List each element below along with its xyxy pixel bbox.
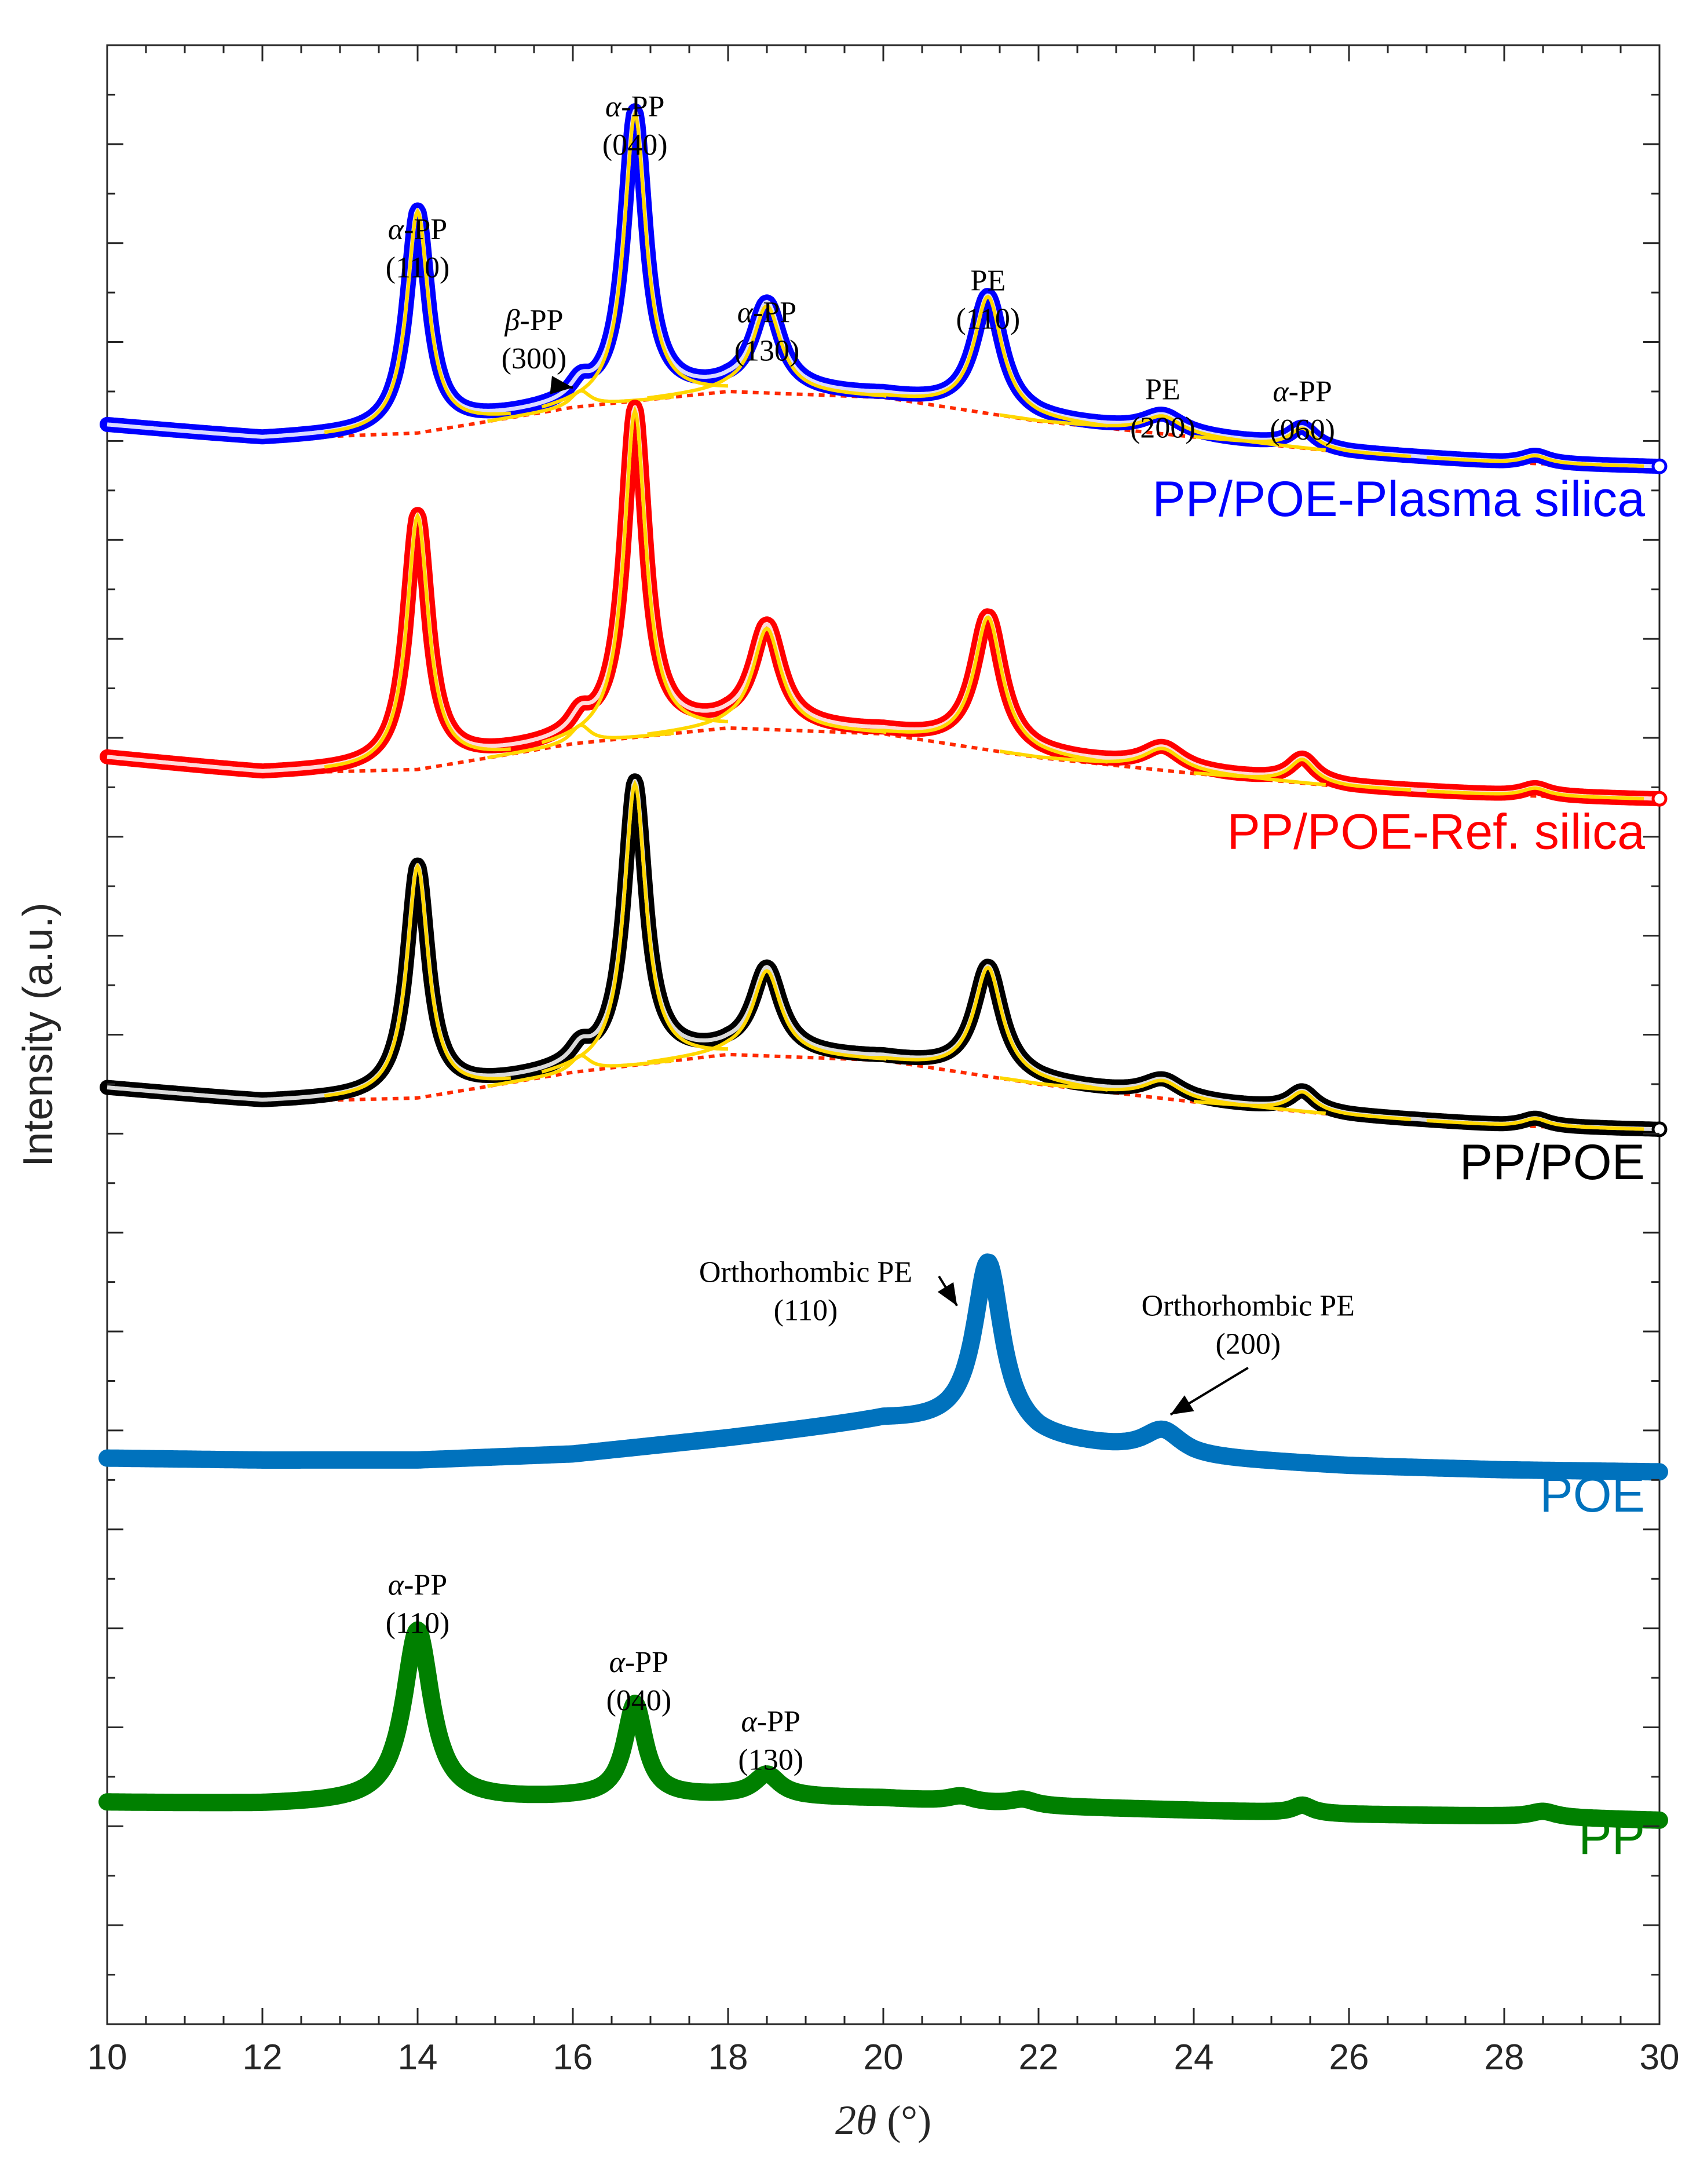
- series-peak-fit: [1426, 786, 1644, 800]
- annotation-phase: -PP: [621, 90, 664, 123]
- x-tick-label: 14: [398, 2037, 438, 2077]
- series-peak-fit: [868, 294, 1108, 428]
- annotation-phase: -PP: [520, 304, 563, 337]
- series-data-curve: [100, 103, 1667, 474]
- x-tick-label: 18: [708, 2037, 748, 2077]
- annotation-label: Orthorhombic PE: [699, 1256, 912, 1289]
- x-tick-label: 26: [1329, 2037, 1369, 2077]
- annotation-phase: -PP: [625, 1646, 668, 1679]
- annotation-label: β-PP: [504, 304, 563, 337]
- annotation-label: Orthorhombic PE: [1142, 1290, 1355, 1323]
- series-peak-fit: [541, 109, 728, 409]
- annotation-miller-index: (130): [734, 334, 800, 367]
- series-peak-fit: [1426, 453, 1644, 468]
- x-axis-title: 2θ (°): [835, 2097, 931, 2143]
- annotation-greek: α: [741, 1705, 758, 1738]
- series-data-markers: [107, 108, 1660, 469]
- series-peak-fit: [541, 405, 729, 744]
- chart-frame: [106, 44, 1661, 2025]
- x-tick-label: 10: [87, 2037, 127, 2077]
- x-tick-label: 30: [1640, 2037, 1680, 2077]
- series-peak-fit: [647, 969, 887, 1064]
- series-peak-fit: [999, 413, 1326, 452]
- x-tick-label: 28: [1485, 2037, 1524, 2077]
- series-end-marker: [1651, 1121, 1668, 1137]
- x-tick-label: 22: [1019, 2037, 1059, 2077]
- series-end-marker: [1651, 791, 1668, 807]
- series-peak-fit: [647, 626, 887, 736]
- annotation-arrow-head: [1170, 1395, 1194, 1415]
- chart-series-layer: [98, 103, 1668, 1829]
- annotation-greek: α: [388, 1569, 405, 1602]
- series-label: PP/POE-Plasma silica: [1152, 471, 1645, 527]
- annotation-greek: α: [609, 1646, 626, 1679]
- series-label: PP/POE: [1460, 1135, 1645, 1190]
- chart-ticks-layer: [106, 44, 1661, 2025]
- annotation-label: PE: [1145, 374, 1180, 407]
- annotation-phase: -PP: [404, 213, 447, 246]
- chart-text-layer: 10 12 14 16 18 20 22 24 26 28 30 2θ (°) Intensity (a…: [15, 90, 1679, 2143]
- series-peak-fit: [1193, 1090, 1412, 1121]
- series-peak-fit: [868, 965, 1108, 1092]
- annotation-miller-index: (200): [1130, 412, 1196, 445]
- annotation-miller-index: (200): [1215, 1328, 1281, 1361]
- series-data-markers: [107, 405, 1660, 801]
- series-peak-fit: [647, 303, 887, 400]
- series-peak-fit: [1193, 426, 1412, 459]
- annotation-miller-index: (040): [602, 129, 668, 162]
- series-label: POE: [1540, 1467, 1645, 1523]
- series-peak-fit: [1426, 1117, 1644, 1131]
- x-axis-variable: 2θ: [835, 2097, 887, 2143]
- annotation-label: α-PP: [388, 1569, 447, 1602]
- annotation-label: α-PP: [737, 296, 796, 329]
- annotation-phase: -PP: [753, 296, 796, 329]
- annotation-label: α-PP: [388, 213, 447, 246]
- annotation-phase: -PP: [757, 1705, 800, 1738]
- x-tick-label: 24: [1174, 2037, 1214, 2077]
- annotation-greek: β: [504, 304, 520, 337]
- annotation-arrow-head: [550, 376, 573, 394]
- annotation-greek: α: [388, 213, 405, 246]
- series-label: PP: [1578, 1809, 1645, 1865]
- annotation-miller-index: (110): [774, 1294, 838, 1327]
- series-end-marker: [1651, 458, 1668, 474]
- annotation-label: α-PP: [609, 1646, 668, 1679]
- x-tick-label: 12: [243, 2037, 283, 2077]
- annotation-phase: -PP: [404, 1569, 447, 1602]
- annotation-label: α-PP: [605, 90, 664, 123]
- annotation-miller-index: (110): [386, 1607, 450, 1640]
- series-peak-fit: [868, 615, 1108, 764]
- series-peak-fit: [999, 1076, 1326, 1115]
- annotation-miller-index: (300): [502, 342, 567, 375]
- annotation-miller-index: (040): [606, 1684, 672, 1717]
- annotation-miller-index: (130): [738, 1743, 803, 1776]
- annotation-label: α-PP: [741, 1705, 800, 1738]
- annotation-greek: α: [1273, 375, 1289, 408]
- series-data-curve: [98, 1253, 1668, 1481]
- series-peak-fit: [1193, 758, 1412, 792]
- annotation-label: PE: [971, 265, 1006, 298]
- annotation-phase: -PP: [1289, 375, 1332, 408]
- series-peak-fit: [324, 512, 511, 769]
- series-label: PP/POE-Ref. silica: [1227, 804, 1645, 859]
- annotation-miller-index: (110): [956, 303, 1021, 336]
- x-tick-label: 20: [864, 2037, 904, 2077]
- x-axis-unit: (°): [887, 2097, 931, 2143]
- annotation-label: α-PP: [1273, 375, 1332, 408]
- annotation-greek: α: [605, 90, 622, 123]
- x-tick-label: 16: [553, 2037, 593, 2077]
- series-peak-fit: [999, 747, 1326, 786]
- series-peak-fit: [541, 779, 728, 1074]
- series-peak-fit: [324, 207, 511, 434]
- annotation-arrow-head: [937, 1282, 957, 1306]
- y-axis-title: Intensity (a.u.): [15, 902, 61, 1166]
- annotation-miller-index: (110): [386, 251, 450, 284]
- series-data-curve: [100, 400, 1667, 807]
- annotation-greek: α: [737, 296, 754, 329]
- series-data-curve: [98, 1621, 1668, 1829]
- plot-frame: [106, 44, 1661, 2025]
- series-peak-fit: [324, 862, 511, 1098]
- annotation-miller-index: (060): [1270, 414, 1335, 447]
